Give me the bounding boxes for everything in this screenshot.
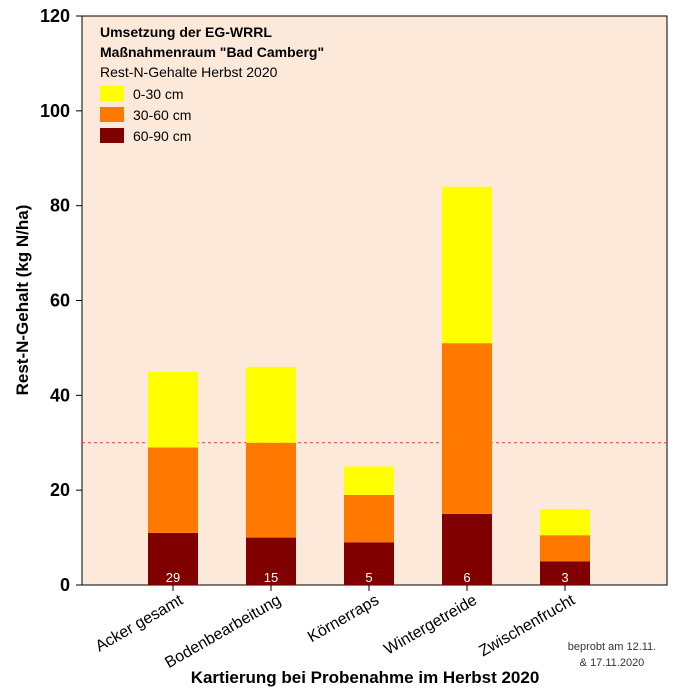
bar-segment-0-30cm	[540, 509, 590, 536]
y-tick-label: 20	[50, 480, 70, 500]
sample-count-label: 3	[561, 570, 568, 585]
y-tick-label: 0	[60, 575, 70, 595]
y-axis-title: Rest-N-Gehalt (kg N/ha)	[13, 205, 32, 396]
bar-segment-30-60cm	[246, 442, 296, 538]
legend-swatch	[100, 107, 124, 122]
bar-segment-60-90cm	[540, 561, 590, 585]
x-tick-label: Körnerraps	[305, 592, 382, 646]
legend-label: 30-60 cm	[133, 107, 191, 123]
bar-segment-30-60cm	[344, 494, 394, 543]
sample-count-label: 15	[264, 570, 278, 585]
y-tick-label: 80	[50, 196, 70, 216]
legend-label: 0-30 cm	[133, 86, 184, 102]
x-tick-label: Acker gesamt	[93, 591, 187, 655]
bar-segment-30-60cm	[148, 447, 198, 533]
sample-count-label: 5	[365, 570, 372, 585]
bar-segment-0-30cm	[344, 466, 394, 495]
legend-swatch	[100, 86, 124, 101]
y-tick-label: 100	[40, 101, 70, 121]
y-tick-label: 60	[50, 291, 70, 311]
legend-title-line-1: Umsetzung der EG-WRRL	[100, 24, 272, 40]
bar-segment-60-90cm	[246, 537, 296, 585]
legend-label: 60-90 cm	[133, 128, 191, 144]
bar-segment-30-60cm	[442, 343, 492, 514]
bar-segment-60-90cm	[344, 542, 394, 585]
bar-segment-30-60cm	[540, 535, 590, 562]
y-tick-label: 40	[50, 385, 70, 405]
bar-segment-60-90cm	[442, 513, 492, 585]
sample-count-label: 29	[166, 570, 180, 585]
bar-segment-0-30cm	[148, 371, 198, 448]
x-tick-label: Zwischenfrucht	[476, 591, 578, 660]
sampling-note-line-2: & 17.11.2020	[580, 657, 645, 669]
sample-count-label: 6	[463, 570, 470, 585]
sampling-note-line-1: beprobt am 12.11.	[568, 641, 656, 653]
bar-segment-0-30cm	[442, 186, 492, 344]
bar-segment-60-90cm	[148, 532, 198, 585]
legend-subtitle: Rest-N-Gehalte Herbst 2020	[100, 64, 278, 80]
x-tick-label: Wintergetreide	[381, 592, 480, 659]
legend-title-line-2: Maßnahmenraum "Bad Camberg"	[100, 44, 324, 60]
legend-swatch	[100, 128, 124, 143]
legend: Umsetzung der EG-WRRL Maßnahmenraum "Bad…	[100, 24, 324, 144]
y-tick-label: 120	[40, 6, 70, 26]
x-axis-title: Kartierung bei Probenahme im Herbst 2020	[191, 668, 540, 687]
bar-segment-0-30cm	[246, 366, 296, 443]
